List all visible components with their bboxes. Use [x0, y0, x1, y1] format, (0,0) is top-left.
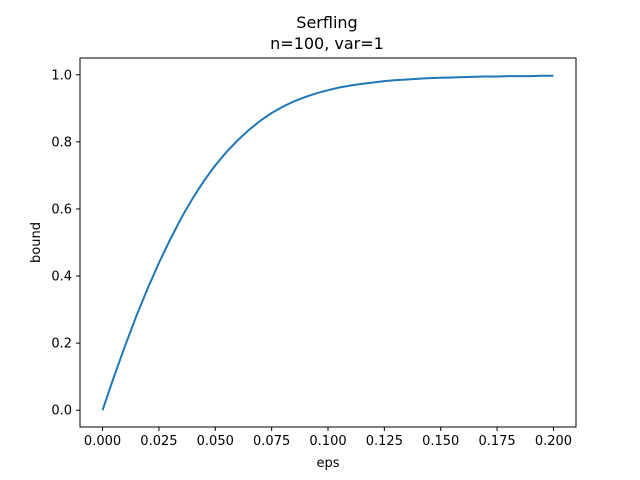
y-axis: 0.0 0.2 0.4 0.6 0.8 1.0 — [51, 68, 80, 419]
x-tick-label: 0.125 — [366, 434, 403, 449]
y-tick-label: 0.0 — [51, 404, 72, 419]
x-tick-label: 0.000 — [84, 434, 121, 449]
y-tick-label: 0.4 — [51, 270, 72, 285]
x-axis: 0.000 0.025 0.050 0.075 0.100 0.125 0.150 0.175… — [84, 427, 572, 449]
y-axis-label: bound — [29, 222, 44, 263]
x-tick-label: 0.200 — [535, 434, 572, 449]
x-tick-label: 0.175 — [478, 434, 515, 449]
y-tick-label: 1.0 — [51, 68, 72, 83]
x-tick-label: 0.050 — [197, 434, 234, 449]
chart-title: Serfling — [296, 13, 357, 32]
series-line — [101, 74, 554, 411]
x-tick-label: 0.150 — [422, 434, 459, 449]
chart-subtitle: n=100, var=1 — [270, 34, 384, 53]
y-tick-label: 0.2 — [51, 337, 72, 352]
y-tick-label: 0.8 — [51, 135, 72, 150]
x-axis-label: eps — [316, 456, 339, 471]
x-tick-label: 0.075 — [253, 434, 290, 449]
y-tick-label: 0.6 — [51, 202, 72, 217]
x-tick-label: 0.100 — [309, 434, 346, 449]
x-tick-label: 0.025 — [140, 434, 177, 449]
